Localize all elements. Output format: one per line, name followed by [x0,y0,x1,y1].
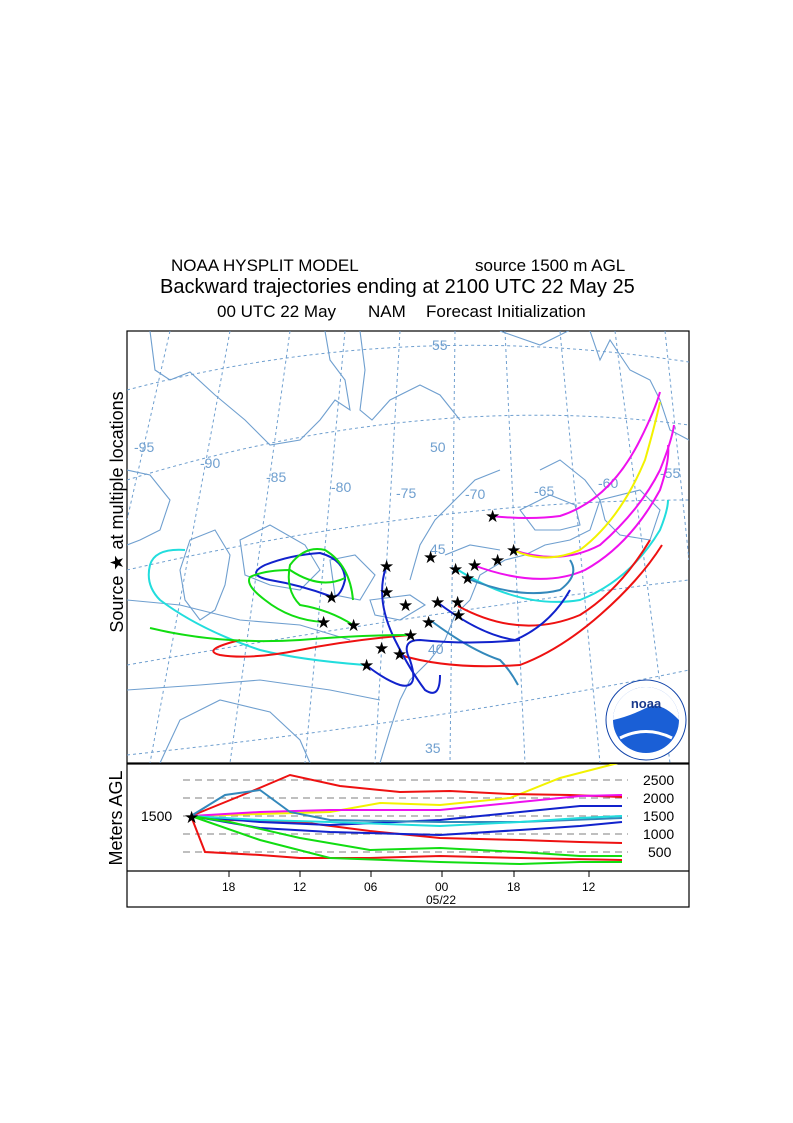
lat-35-label: 35 [425,740,441,756]
lat-40-label: 40 [428,641,444,657]
source-star: ★ [346,616,361,635]
source-star: ★ [485,507,500,526]
trajectory-red-2 [457,539,651,627]
source-star: ★ [423,548,438,567]
trajectory-steel-2 [429,619,519,686]
source-star: ★ [448,560,463,579]
date-label: 05/22 [426,893,456,907]
met-data-name: NAM [368,302,406,321]
source-star: ★ [506,541,521,560]
height-trace-cyan [190,815,623,828]
lon-85-label: -85 [266,469,286,485]
trajectory-red-3 [212,634,411,658]
source-height-value: 1500 [141,808,172,824]
trajectory-green-3 [149,627,411,643]
source-star: ★ [324,588,339,607]
time-tick-label: 12 [582,880,596,894]
lon-75-label: -75 [396,485,416,501]
source-star: ★ [392,645,407,664]
trajectory-red-1 [399,544,663,668]
trajectory-steel-1 [465,559,575,595]
lon-70-label: -70 [465,486,485,502]
trajectory-blue-2 [381,566,441,694]
trajectory-blue-4 [365,638,521,687]
source-star: ★ [359,656,374,675]
source-star: ★ [398,596,413,615]
source-star: ★ [490,551,505,570]
source-star: ★ [379,583,394,602]
height-tick-2000: 2000 [643,790,674,806]
source-star: ★ [374,639,389,658]
source-star: ★ [450,593,465,612]
time-tick-label: 12 [293,880,307,894]
lon-95-label: -95 [134,439,154,455]
time-tick-label: 18 [507,880,521,894]
trajectory-green-2 [287,548,354,626]
source-star: ★ [451,606,466,625]
source-star: ★ [379,557,394,576]
source-star: ★ [467,556,482,575]
trajectory-lines [147,391,675,694]
height-trace-red-1 [190,773,623,817]
height-trace-green-2 [190,815,622,866]
trajectory-magenta-1 [490,391,661,519]
trajectory-yellow-1 [512,401,661,559]
trajectory-cyan-1 [454,499,669,603]
lat-50-label: 50 [430,439,446,455]
source-star: ★ [430,593,445,612]
trajectory-blue-1 [255,551,347,598]
time-axis-ticks [228,871,590,877]
height-source-star: ★ [184,808,199,827]
map-frame [126,330,690,764]
trajectory-cyan-2 [147,548,366,666]
map-panel: 55 50 45 40 35 -95 -90 -85 -80 -75 -70 -… [127,331,689,763]
trajectory-green-1 [248,568,346,623]
height-tick-2500: 2500 [643,772,674,788]
height-tick-1000: 1000 [643,826,674,842]
init-time: 00 UTC 22 May [217,302,337,321]
height-traces [190,764,623,866]
lon-80-label: -80 [331,479,351,495]
lon-65-label: -65 [534,483,554,499]
height-trace-yellow [190,764,619,817]
run-type: Forecast Initialization [426,302,586,321]
time-tick-label: 06 [364,880,378,894]
lat-45-label: 45 [430,541,446,557]
lat-55-label: 55 [432,337,448,353]
height-trace-green-1 [190,815,622,857]
time-tick-label: 00 [435,880,449,894]
longitude-lines [127,331,689,763]
source-star: ★ [421,613,436,632]
noaa-logo-text: noaa [631,696,662,711]
noaa-logo: noaa [605,679,687,761]
source-star: ★ [403,626,418,645]
source-star: ★ [316,613,331,632]
source-stars: ★ ★ ★ ★ ★ ★ ★ ★ ★ ★ ★ ★ ★ ★ ★ ★ ★ ★ ★ ★ … [316,507,521,675]
source-star: ★ [460,569,475,588]
time-tick-label: 18 [222,880,236,894]
model-name: NOAA HYSPLIT MODEL [171,256,359,275]
trajectory-magenta-3 [472,444,670,580]
height-tick-1500: 1500 [643,808,674,824]
source-height-label: source 1500 m AGL [475,256,626,275]
coastlines [127,331,689,763]
height-tick-500: 500 [648,844,672,860]
height-trace-magenta [190,794,623,817]
plot-title: Backward trajectories ending at 2100 UTC… [160,276,635,298]
height-trace-blue-1 [190,805,622,827]
lon-90-label: -90 [200,455,220,471]
